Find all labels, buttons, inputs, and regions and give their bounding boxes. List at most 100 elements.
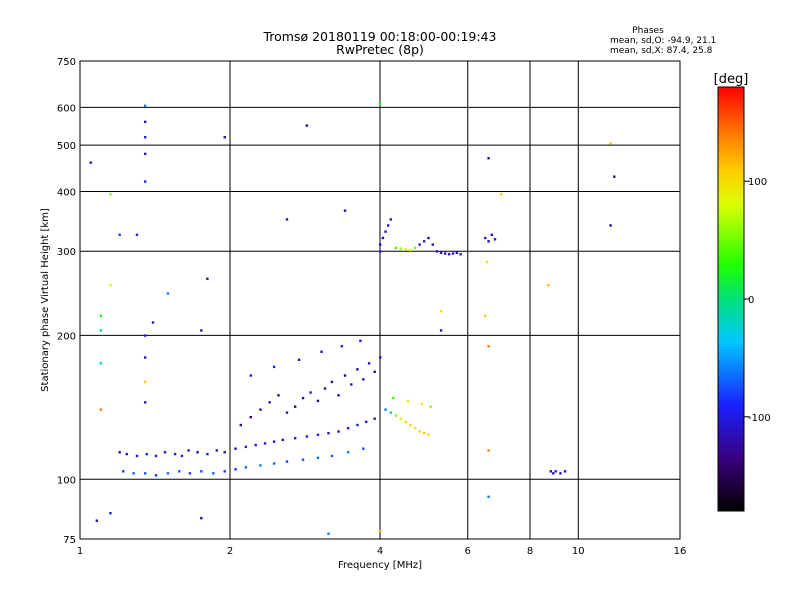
data-point <box>316 399 320 403</box>
data-point <box>439 309 443 313</box>
data-point <box>379 102 382 106</box>
data-point <box>389 218 392 221</box>
x-tick-label: 10 <box>572 546 585 557</box>
data-point <box>362 378 365 381</box>
data-point <box>272 440 276 443</box>
data-point <box>379 356 382 359</box>
data-point <box>413 246 417 250</box>
y-tick-label: 300 <box>57 247 76 258</box>
chart-title-line2: RwPretec (8p) <box>336 42 424 57</box>
x-tick-label: 8 <box>527 546 533 557</box>
data-point <box>293 405 297 408</box>
data-point <box>487 449 490 452</box>
x-tick-label: 1 <box>77 546 83 557</box>
colorbar-tick-label: 100 <box>748 177 767 188</box>
data-point <box>487 345 490 348</box>
data-point <box>223 470 226 473</box>
data-point <box>346 451 350 454</box>
stats-heading: Phases <box>632 26 664 36</box>
data-point <box>346 427 350 430</box>
data-point <box>188 472 192 475</box>
data-point <box>447 253 451 256</box>
data-point <box>143 104 147 108</box>
data-point <box>337 394 340 397</box>
data-point <box>305 124 309 127</box>
chart-title-line1: Tromsø 20180119 00:18:00-00:19:43 <box>262 29 496 44</box>
data-point <box>439 251 443 255</box>
data-point <box>343 209 347 212</box>
data-point <box>379 250 382 253</box>
data-point <box>143 120 147 124</box>
data-point <box>399 417 403 420</box>
x-tick-label: 6 <box>465 546 471 557</box>
data-point <box>435 250 439 253</box>
x-axis-label: Frequency [MHz] <box>338 560 422 571</box>
data-point <box>609 224 612 227</box>
data-point <box>455 251 459 255</box>
data-point <box>154 454 158 458</box>
data-point <box>330 454 334 458</box>
data-point <box>459 253 462 256</box>
data-point <box>196 451 199 454</box>
data-point <box>206 452 209 456</box>
data-point <box>234 468 237 471</box>
data-point <box>609 142 612 145</box>
data-point <box>166 292 170 295</box>
colorbar-tick-label: 0 <box>748 295 754 306</box>
data-point <box>143 472 147 475</box>
data-point <box>173 452 177 456</box>
data-point <box>223 136 226 139</box>
data-point <box>356 423 359 427</box>
data-point <box>418 243 421 246</box>
data-point <box>323 387 327 390</box>
data-point <box>431 243 434 246</box>
data-point <box>429 405 432 408</box>
data-point <box>200 516 203 520</box>
data-point <box>413 427 417 430</box>
data-point <box>451 252 455 255</box>
data-point <box>386 224 390 227</box>
data-point <box>143 356 147 359</box>
y-tick-labels: 75 100 200 300 400 500 600 750 <box>57 57 76 546</box>
data-point <box>143 380 147 384</box>
data-point <box>330 380 334 384</box>
data-point <box>200 470 203 473</box>
x-tick-label: 4 <box>377 546 383 557</box>
data-point <box>493 238 497 241</box>
data-point <box>443 252 447 255</box>
data-point <box>487 240 490 243</box>
data-point <box>490 233 494 236</box>
data-point <box>132 472 135 475</box>
colorbar-label: [deg] <box>714 72 749 87</box>
data-point <box>373 417 376 420</box>
data-point <box>394 414 398 417</box>
data-point <box>384 230 387 233</box>
data-point <box>285 218 289 221</box>
data-point <box>309 391 312 394</box>
data-point <box>135 233 139 236</box>
data-point <box>187 449 190 452</box>
data-point <box>552 472 555 475</box>
data-point <box>392 396 395 400</box>
stats-o-mode: mean, sd,O: -94.9, 21.1 <box>610 36 716 46</box>
data-point <box>373 370 376 373</box>
data-point <box>484 314 487 318</box>
data-point <box>249 415 253 419</box>
plot-frame <box>79 60 681 540</box>
data-point <box>145 452 148 456</box>
data-point <box>272 462 276 465</box>
data-point <box>180 454 184 458</box>
data-point <box>327 532 330 535</box>
data-point <box>381 236 385 240</box>
x-tick-labels: 1 2 4 6 8 10 16 <box>77 546 687 557</box>
data-point <box>427 433 430 437</box>
data-point <box>118 233 121 236</box>
data-points <box>89 102 616 535</box>
data-point <box>259 408 262 411</box>
data-point <box>95 519 99 522</box>
data-point <box>547 283 550 287</box>
data-point <box>109 193 112 196</box>
data-point <box>254 443 257 447</box>
data-point <box>143 180 147 183</box>
data-point <box>109 283 112 287</box>
